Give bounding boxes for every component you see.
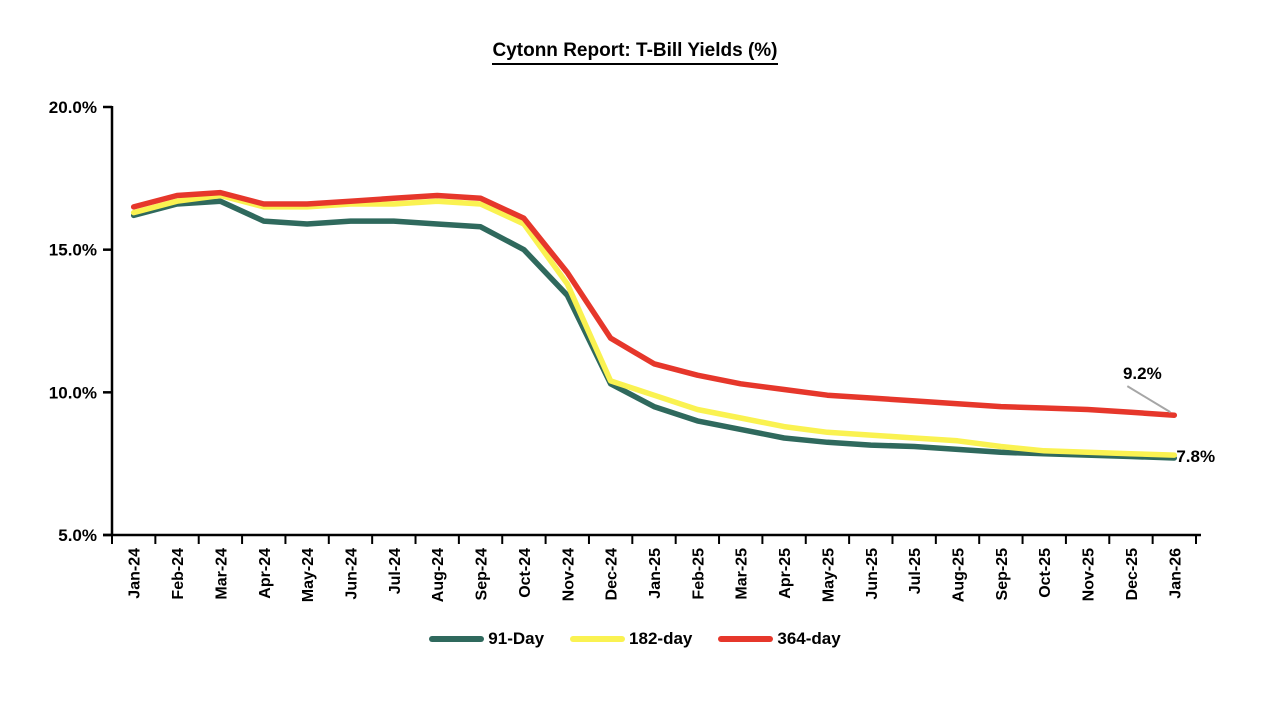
x-axis-tick-label: Jan-24 — [127, 548, 144, 599]
x-axis-tick-label: Jul-25 — [907, 548, 924, 594]
x-axis-tick-label: Jun-25 — [864, 548, 881, 600]
legend-label: 364-day — [777, 629, 841, 648]
x-axis-tick-label: Sep-25 — [994, 548, 1011, 601]
x-axis-tick-label: Jan-26 — [1167, 548, 1184, 599]
x-axis-tick-label: Dec-24 — [604, 548, 621, 601]
plot-area: 5.0% 10.0% 15.0% 20.0% Jan-24 Feb-24 Mar-24 Apr… — [49, 98, 1215, 602]
x-axis-tick-label: Apr-24 — [257, 548, 274, 599]
series-line-91-Day — [130, 198, 1178, 461]
x-axis-tick-label: Apr-25 — [777, 548, 794, 599]
y-axis-tick-label: 15.0% — [49, 241, 97, 260]
x-axis-tick-label: Mar-25 — [734, 548, 751, 600]
legend-line-swatch — [570, 636, 626, 642]
legend-item-364-day: 364-day — [718, 629, 841, 649]
legend-label: 182-day — [629, 629, 693, 648]
x-axis-tick-label: Dec-25 — [1124, 548, 1141, 601]
x-axis-tick-label: Aug-24 — [430, 548, 447, 602]
legend-line-swatch — [429, 636, 485, 642]
x-axis-tick-label: Oct-25 — [1037, 548, 1054, 598]
x-axis-tick-label: Mar-24 — [213, 548, 230, 600]
x-axis-tick-label: Jan-25 — [647, 548, 664, 599]
annotation-label: 7.8% — [1176, 447, 1215, 466]
y-axis-tick-label: 5.0% — [58, 526, 97, 545]
legend-item-91-Day: 91-Day — [429, 629, 544, 649]
x-axis-tick-label: Nov-25 — [1081, 548, 1098, 601]
chart-title: Cytonn Report: T-Bill Yields (%) — [492, 40, 778, 65]
x-axis-tick-label: Nov-24 — [560, 548, 577, 601]
annotation-label: 9.2% — [1123, 364, 1162, 383]
annotation-leader-line — [1126, 385, 1171, 414]
legend: 91-Day 182-day 364-day — [0, 629, 1270, 649]
x-axis-tick-label: May-24 — [300, 548, 317, 602]
x-axis-tick-label: Oct-24 — [517, 548, 534, 598]
series-line-182-day — [130, 192, 1178, 458]
x-axis-tick-label: Feb-25 — [690, 548, 707, 600]
legend-line-swatch — [718, 636, 774, 642]
x-axis-tick-label: Jun-24 — [343, 548, 360, 600]
x-axis-tick-label: May-25 — [820, 548, 837, 602]
x-axis-tick-label: Sep-24 — [474, 548, 491, 601]
y-axis-tick-label: 10.0% — [49, 383, 97, 402]
y-axis-tick-label: 20.0% — [49, 98, 97, 117]
x-axis-tick-label: Aug-25 — [951, 548, 968, 602]
x-axis-tick-label: Jul-24 — [387, 548, 404, 594]
legend-label: 91-Day — [488, 629, 545, 648]
series-line-364-day — [130, 189, 1178, 418]
legend-item-182-day: 182-day — [570, 629, 692, 649]
x-axis-tick-label: Feb-24 — [170, 548, 187, 600]
title-row: Cytonn Report: T-Bill Yields (%) — [0, 40, 1270, 65]
